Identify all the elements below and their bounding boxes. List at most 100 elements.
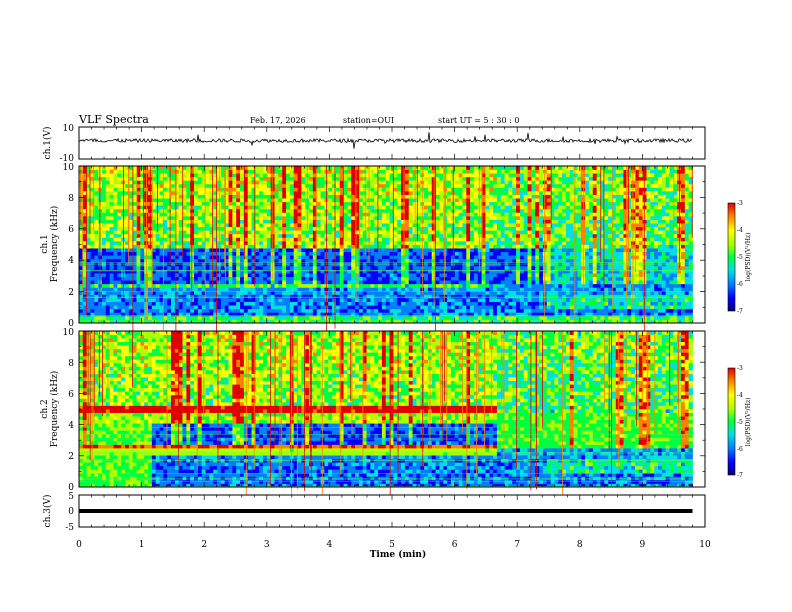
spectrogram-cell <box>435 244 440 249</box>
spectrogram-cell <box>90 230 95 235</box>
spectrogram-cell <box>159 255 164 260</box>
spectrogram-cell <box>320 265 325 270</box>
spectrogram-cell <box>312 233 318 238</box>
spectrogram-cell <box>217 180 222 185</box>
spectrogram-cell <box>270 190 275 195</box>
spectrogram-cell <box>270 183 275 188</box>
spectrogram-cell <box>240 205 245 210</box>
spectrogram-cell <box>255 176 260 181</box>
spectrogram-cell <box>493 215 498 220</box>
spectrogram-cell <box>109 166 114 170</box>
spectrogram-cell <box>358 166 364 170</box>
spectrogram-cell <box>151 287 157 292</box>
spectrogram-cell <box>209 294 214 299</box>
spectrogram-cell <box>182 276 187 281</box>
spectrogram-cell <box>82 223 88 228</box>
spectrogram-cell <box>493 176 498 181</box>
spectrogram-cell <box>251 212 256 217</box>
spectrogram-cell <box>404 233 410 238</box>
spectrogram-cell <box>182 280 187 285</box>
spectrogram-cell <box>378 301 383 306</box>
spectrogram-cell <box>220 315 226 320</box>
spectrogram-cell <box>247 269 252 274</box>
spectrogram-cell <box>266 276 272 281</box>
spectrogram-cell <box>293 248 298 253</box>
spectrogram-cell <box>94 255 99 260</box>
spectrogram-cell <box>205 194 210 199</box>
spectrogram-cell <box>301 258 306 263</box>
spectrogram-cell <box>266 251 272 256</box>
spectrogram-cell <box>102 248 107 253</box>
spectrogram-cell <box>320 240 325 245</box>
spectrogram-cell <box>320 312 325 317</box>
spectrogram-cell <box>366 287 371 292</box>
spectrogram-cell <box>312 301 318 306</box>
spectrogram-cell <box>343 312 348 317</box>
spectrogram-cell <box>454 219 459 224</box>
spectrogram-cell <box>470 180 475 185</box>
spectrogram-cell <box>128 298 134 302</box>
spectrogram-cell <box>255 208 260 213</box>
spectrogram-cell <box>447 315 452 320</box>
spectrogram-cell <box>320 294 325 299</box>
spectrogram-cell <box>113 294 118 299</box>
spectrogram-cell <box>259 248 264 253</box>
spectrogram-cell <box>201 194 206 199</box>
spectrogram-cell <box>378 276 383 281</box>
spectrogram-cell <box>496 198 502 203</box>
spectrogram-cell <box>228 273 233 278</box>
spectrogram-cell <box>94 283 99 288</box>
spectrogram-cell <box>332 194 337 199</box>
spectrogram-cell <box>427 180 433 185</box>
spectrogram-cell <box>370 298 375 302</box>
spectrogram-cell <box>351 273 356 278</box>
spectrogram-cell <box>351 251 356 256</box>
spectrogram-cell <box>470 169 475 174</box>
spectrogram-cell <box>274 205 279 210</box>
spectrogram-cell <box>439 233 444 238</box>
spectrogram-cell <box>159 308 164 313</box>
spectrogram-cell <box>416 273 421 278</box>
spectrogram-cell <box>493 248 498 253</box>
spectrogram-cell <box>201 219 206 224</box>
spectrogram-cell <box>358 223 364 228</box>
spectrogram-cell <box>470 166 475 170</box>
spectrogram-cell <box>351 290 356 295</box>
spectrogram-cell <box>424 194 429 199</box>
spectrogram-cell <box>117 173 122 178</box>
spectrogram-cell <box>132 183 137 188</box>
spectrogram-cell <box>243 233 249 238</box>
spectrogram-cell <box>243 258 249 263</box>
spectrogram-cell <box>247 215 252 220</box>
spectrogram-cell <box>190 265 195 270</box>
spectrogram-cell <box>309 176 314 181</box>
spectrogram-cell <box>151 305 157 310</box>
spectrogram-cell <box>397 194 402 199</box>
spectrogram-cell <box>182 180 187 185</box>
spectrogram-cell <box>182 308 187 313</box>
spectrogram-cell <box>105 166 111 170</box>
spectrogram-cell <box>335 290 341 295</box>
spectrogram-cell <box>186 180 191 185</box>
spectrogram-cell <box>247 319 252 324</box>
spectrogram-cell <box>182 237 187 242</box>
spectrogram-cell <box>94 183 99 188</box>
spectrogram-cell <box>470 215 475 220</box>
spectrogram-cell <box>309 280 314 285</box>
spectrogram-cell <box>424 273 429 278</box>
spectrogram-cell <box>297 294 302 299</box>
spectrogram-cell <box>182 205 187 210</box>
spectrogram-cell <box>481 190 486 195</box>
spectrogram-cell <box>374 237 379 242</box>
spectrogram-cell <box>316 223 321 228</box>
spectrogram-cell <box>197 194 203 199</box>
spectrogram-cell <box>102 215 107 220</box>
spectrogram-cell <box>289 298 295 302</box>
spectrogram-cell <box>240 240 245 245</box>
spectrogram-cell <box>427 298 433 302</box>
spectrogram-cell <box>332 212 337 217</box>
spectrogram-cell <box>496 240 502 245</box>
spectrogram-cell <box>220 226 226 231</box>
spectrogram-cell <box>236 208 241 213</box>
spectrogram-cell <box>462 248 467 253</box>
